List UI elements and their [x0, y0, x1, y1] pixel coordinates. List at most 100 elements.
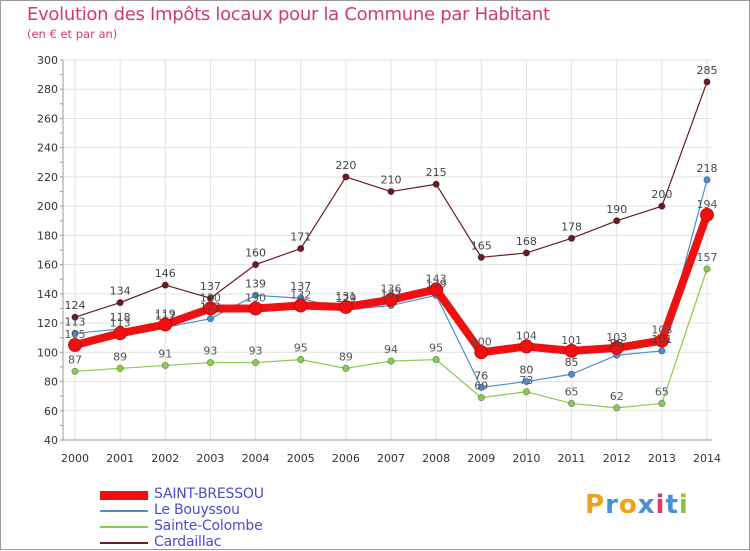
data-label-sainte-colombe: 62	[610, 390, 624, 403]
x-tick-label: 2004	[242, 452, 270, 465]
data-point-saint-bressou	[68, 338, 82, 352]
data-label-cardaillac: 178	[561, 220, 582, 233]
data-label-le-bouyssou: 98	[610, 337, 624, 350]
data-point-sainte-colombe	[613, 404, 621, 412]
data-label-sainte-colombe: 69	[474, 380, 488, 393]
data-label-saint-bressou: 119	[155, 308, 176, 321]
x-tick-label: 2013	[648, 452, 676, 465]
data-label-sainte-colombe: 65	[655, 385, 669, 398]
data-point-sainte-colombe	[161, 361, 169, 370]
data-point-saint-bressou	[429, 282, 444, 297]
data-label-cardaillac: 124	[65, 299, 86, 312]
data-label-saint-bressou: 105	[65, 328, 86, 341]
data-point-sainte-colombe	[342, 364, 350, 372]
x-tick-label: 2006	[332, 452, 360, 465]
data-label-sainte-colombe: 93	[203, 345, 217, 358]
x-tick-label: 2003	[196, 452, 224, 465]
data-label-cardaillac: 160	[245, 247, 266, 260]
data-label-le-bouyssou: 139	[245, 277, 266, 290]
data-point-saint-bressou	[293, 298, 308, 313]
data-label-saint-bressou: 113	[110, 316, 131, 329]
x-tick-label: 2005	[287, 452, 315, 465]
data-point-cardaillac	[251, 261, 260, 269]
data-label-saint-bressou: 136	[381, 283, 402, 296]
data-label-sainte-colombe: 87	[68, 353, 82, 366]
x-tick-label: 2010	[512, 452, 540, 465]
data-label-saint-bressou: 130	[200, 291, 221, 304]
legend-swatch	[100, 510, 148, 512]
data-point-saint-bressou	[700, 208, 714, 222]
data-point-le-bouyssou	[567, 370, 576, 378]
legend-label: Sainte-Colombe	[154, 518, 263, 534]
data-label-le-bouyssou: 113	[65, 315, 86, 328]
x-tick-label: 2011	[558, 452, 586, 465]
legend-label: SAINT-BRESSOU	[154, 486, 264, 502]
series-layer	[68, 78, 714, 412]
data-label-le-bouyssou: 137	[290, 280, 311, 293]
logo-letter: x	[637, 490, 656, 520]
data-label-le-bouyssou: 139	[426, 277, 447, 290]
chart-subtitle: (en € et par an)	[27, 27, 118, 41]
data-label-saint-bressou: 130	[245, 291, 266, 304]
y-tick-label: 40	[44, 434, 58, 447]
data-label-sainte-colombe: 89	[113, 350, 127, 363]
y-tick-label: 220	[37, 171, 58, 184]
legend-item-sainte-colombe: Sainte-Colombe	[100, 518, 360, 535]
data-point-sainte-colombe	[658, 399, 666, 408]
data-label-le-bouyssou: 123	[200, 301, 221, 314]
y-tick-label: 120	[37, 317, 58, 330]
data-label-saint-bressou: 101	[561, 334, 582, 347]
data-label-cardaillac: 137	[200, 280, 221, 293]
y-tick-label: 280	[37, 83, 58, 96]
data-point-cardaillac	[477, 253, 485, 261]
logo-letter: t	[665, 490, 679, 520]
data-point-saint-bressou	[564, 343, 579, 358]
data-point-cardaillac	[71, 313, 79, 321]
data-label-cardaillac: 165	[471, 239, 492, 252]
data-point-saint-bressou	[654, 333, 669, 348]
y-tick-label: 60	[44, 405, 58, 418]
logo-letter: i	[655, 490, 666, 520]
data-label-sainte-colombe: 95	[429, 342, 443, 355]
data-label-cardaillac: 134	[110, 285, 131, 298]
data-label-cardaillac: 200	[651, 188, 672, 201]
chart-title: Evolution des Impôts locaux pour la Comm…	[27, 4, 550, 25]
data-point-sainte-colombe	[387, 357, 395, 365]
x-tick-label: 2008	[422, 452, 450, 465]
data-label-saint-bressou: 103	[606, 331, 627, 344]
y-tick-label: 260	[37, 112, 58, 125]
data-point-le-bouyssou	[206, 315, 215, 323]
data-point-sainte-colombe	[297, 356, 305, 364]
data-point-sainte-colombe	[206, 358, 215, 367]
data-point-cardaillac	[703, 78, 711, 86]
data-point-cardaillac	[206, 294, 215, 302]
data-label-saint-bressou: 108	[651, 324, 672, 337]
data-label-sainte-colombe: 94	[384, 343, 398, 356]
data-point-le-bouyssou	[477, 383, 485, 391]
data-label-saint-bressou: 131	[335, 290, 356, 303]
data-label-saint-bressou: 143	[426, 272, 447, 285]
legend-item-le-bouyssou: Le Bouyssou	[100, 502, 360, 519]
data-point-saint-bressou	[519, 339, 534, 354]
y-tick-label: 300	[37, 54, 58, 67]
data-label-sainte-colombe: 65	[565, 385, 579, 398]
data-label-cardaillac: 285	[697, 64, 718, 77]
data-point-cardaillac	[432, 180, 440, 188]
data-labels: 124 134 146 137 160 171 220 210 215 165 168 178 190 2…	[65, 64, 718, 403]
data-point-cardaillac	[161, 281, 169, 289]
data-label-le-bouyssou: 85	[565, 356, 579, 369]
data-point-cardaillac	[116, 299, 124, 307]
legend-swatch	[100, 491, 148, 500]
data-label-cardaillac: 190	[606, 203, 627, 216]
data-label-sainte-colombe: 73	[519, 374, 533, 387]
data-label-cardaillac: 220	[335, 159, 356, 172]
y-tick-label: 80	[44, 376, 58, 389]
data-point-saint-bressou	[338, 300, 353, 314]
y-tick-label: 140	[37, 288, 58, 301]
data-point-sainte-colombe	[116, 364, 124, 372]
legend-label: Le Bouyssou	[154, 502, 240, 518]
data-point-sainte-colombe	[522, 388, 531, 396]
x-tick-label: 2009	[467, 452, 495, 465]
data-label-saint-bressou: 194	[697, 198, 718, 211]
data-point-cardaillac	[387, 187, 395, 196]
